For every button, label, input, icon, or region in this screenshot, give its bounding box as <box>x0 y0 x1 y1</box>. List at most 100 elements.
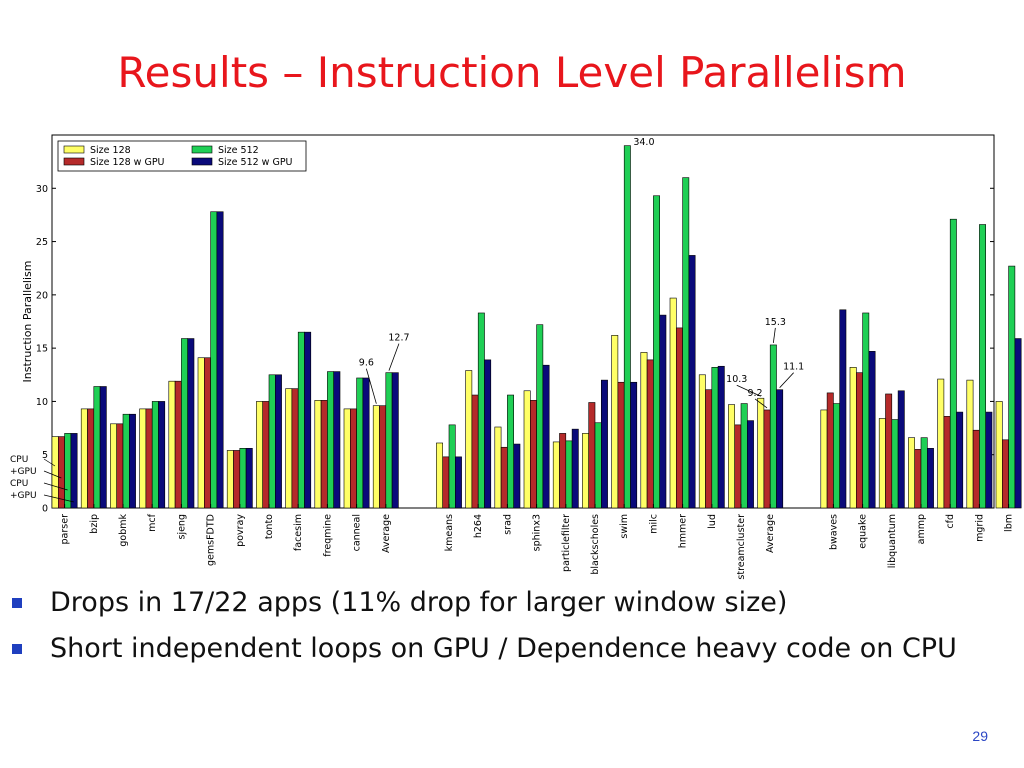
bar-size-128 <box>465 370 473 509</box>
bar-size-128-w-gpu <box>559 433 567 509</box>
bar-size-512-w-gpu <box>70 433 78 509</box>
bar-size-128 <box>908 437 916 509</box>
bar-size-128 <box>757 397 765 509</box>
bar-size-512-w-gpu <box>956 411 964 509</box>
slide-title: Results – Instruction Level Parallelism <box>117 48 907 97</box>
bar-size-128-w-gpu <box>233 450 241 509</box>
bar-size-512 <box>833 403 841 509</box>
x-tick-label: srad <box>502 514 513 535</box>
bar-size-128-w-gpu <box>57 436 65 509</box>
bar-size-512-w-gpu <box>839 309 847 509</box>
key-arrow <box>43 482 68 491</box>
bar-size-512 <box>239 448 247 509</box>
annotation-label: 12.7 <box>388 333 409 344</box>
bar-size-128-w-gpu <box>646 359 654 509</box>
bar-size-512-w-gpu <box>333 371 341 509</box>
bar-size-512 <box>891 419 899 509</box>
x-tick-label: gemsFDTD <box>206 514 217 566</box>
bar-size-512 <box>740 403 748 509</box>
x-tick-label: hmmer <box>678 514 689 548</box>
bar-size-128 <box>966 379 974 509</box>
bar-size-512 <box>151 401 159 509</box>
bar-size-512-w-gpu <box>274 374 282 509</box>
y-tick-label: 5 <box>42 450 48 461</box>
square-bullet-icon <box>12 643 22 654</box>
bar-size-512-w-gpu <box>776 389 784 509</box>
bar-size-512-w-gpu <box>484 359 492 509</box>
y-axis-label: Instruction Parallelism <box>21 261 34 383</box>
bar-size-512-w-gpu <box>926 448 934 509</box>
bullet-item: Drops in 17/22 apps (11% drop for larger… <box>12 585 972 621</box>
y-tick-label: 30 <box>36 184 48 195</box>
bar-size-512-w-gpu <box>129 413 136 509</box>
x-tick-label: lbm <box>1004 514 1015 532</box>
y-tick-label: 20 <box>36 290 48 301</box>
bar-size-128 <box>728 404 736 509</box>
legend-swatch <box>191 145 213 154</box>
bar-size-512 <box>64 433 72 509</box>
bar-size-512 <box>862 312 870 509</box>
bar-size-128-w-gpu <box>87 408 95 509</box>
bar-size-512-w-gpu <box>245 448 253 509</box>
bar-size-128 <box>436 442 443 509</box>
x-tick-label: blackscholes <box>590 514 601 575</box>
bar-size-128 <box>611 335 619 509</box>
annotation-label: 34.0 <box>633 137 654 148</box>
y-tick-label: 10 <box>36 397 48 408</box>
bar-size-512-w-gpu <box>897 390 905 509</box>
bar-size-512 <box>181 338 188 509</box>
annotation-label: 15.3 <box>765 317 786 328</box>
bar-size-512 <box>93 386 101 509</box>
annotation-label: 11.1 <box>783 362 804 373</box>
bar-size-512 <box>711 367 719 509</box>
bar-size-128-w-gpu <box>734 424 742 509</box>
bar-size-512 <box>477 312 485 509</box>
bar-size-512-w-gpu <box>513 443 521 509</box>
x-tick-label: kmeans <box>444 514 455 551</box>
bullet-item: Short independent loops on GPU / Depende… <box>12 631 972 667</box>
x-tick-label: bzip <box>89 514 100 534</box>
bar-size-512-w-gpu <box>868 351 876 509</box>
bar-size-128 <box>698 374 706 509</box>
bar-size-128-w-gpu <box>262 401 270 509</box>
bar-size-512-w-gpu <box>187 338 195 509</box>
page-number: 29 <box>972 728 988 744</box>
bar-size-128-w-gpu <box>763 409 771 509</box>
bar-size-512-w-gpu <box>985 411 993 509</box>
bar-size-128 <box>552 441 560 509</box>
bar-size-512 <box>565 440 573 509</box>
bar-size-128 <box>494 426 502 509</box>
x-tick-label: mgrid <box>974 514 985 542</box>
x-tick-label: swim <box>619 514 630 539</box>
legend-label: Size 512 <box>218 145 259 156</box>
bar-size-512-w-gpu <box>688 255 696 509</box>
x-tick-label: equake <box>858 514 869 549</box>
key-label: CPU <box>10 455 28 465</box>
x-tick-label: libquantum <box>887 514 898 568</box>
bar-size-128-w-gpu <box>379 405 387 509</box>
annotation-arrow <box>388 343 400 371</box>
legend-label: Size 128 w GPU <box>90 157 165 168</box>
x-tick-label: mcf <box>147 513 158 531</box>
bar-size-512 <box>979 224 987 509</box>
annotation-arrow <box>365 368 377 404</box>
bar-size-512-w-gpu <box>304 331 312 509</box>
bar-size-128 <box>995 401 1003 509</box>
bar-size-128 <box>878 418 886 509</box>
x-tick-label: particlefilter <box>561 514 572 572</box>
bar-size-128 <box>669 297 677 509</box>
key-arrow <box>43 470 62 479</box>
annotation-label: 10.3 <box>726 374 747 385</box>
bar-size-512 <box>385 372 393 509</box>
x-tick-label: Average <box>381 514 392 553</box>
bar-size-512 <box>297 331 305 509</box>
bar-size-128 <box>285 388 293 509</box>
bar-size-512-w-gpu <box>542 364 550 509</box>
bar-size-128-w-gpu <box>943 416 951 509</box>
x-tick-label: canneal <box>352 514 363 551</box>
bar-size-128 <box>80 408 88 509</box>
bar-size-128-w-gpu <box>1001 439 1009 509</box>
bar-size-512-w-gpu <box>216 211 224 509</box>
bar-size-512 <box>682 177 690 509</box>
x-tick-label: facesim <box>293 514 304 551</box>
